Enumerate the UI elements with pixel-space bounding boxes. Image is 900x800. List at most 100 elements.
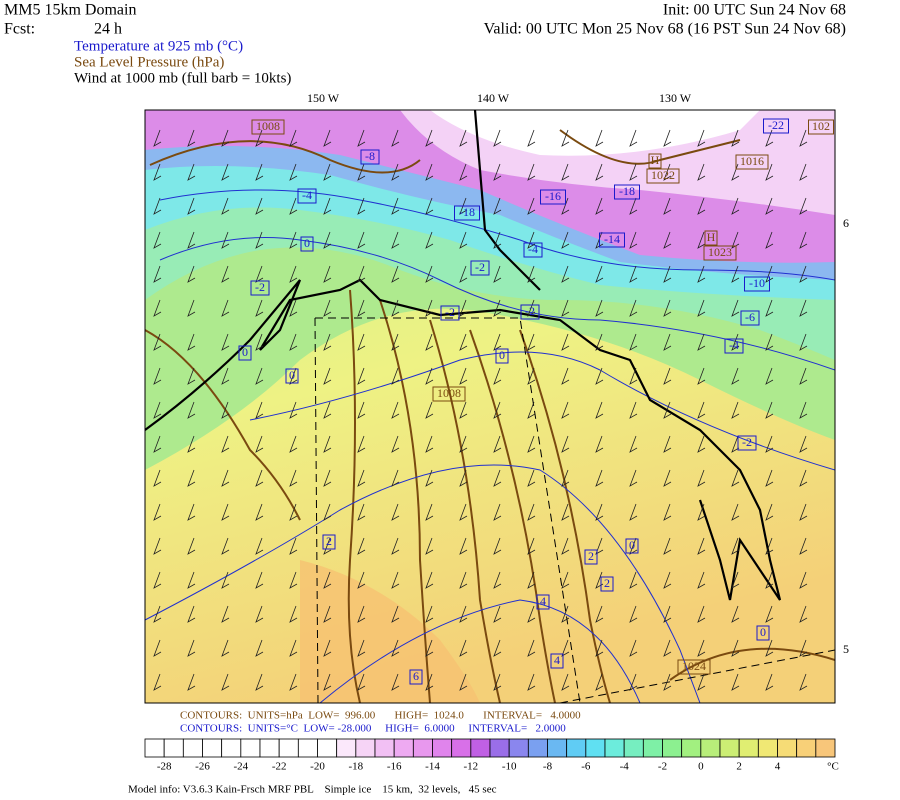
- wind-barb: [561, 367, 570, 385]
- colorbar-swatch: [815, 738, 836, 758]
- temperature-label: -4: [528, 242, 538, 256]
- wind-barb: [221, 333, 230, 351]
- colorbar-swatch: [566, 738, 587, 758]
- wind-barb: [629, 163, 638, 181]
- colorbar-label: 0: [698, 761, 704, 773]
- wind-barb: [561, 639, 570, 657]
- temperature-label-box: [744, 276, 770, 292]
- wind-barb: [289, 197, 298, 215]
- wind-barb: [629, 231, 638, 249]
- wind-barb: [493, 537, 502, 555]
- wind-barb: [221, 435, 230, 453]
- wind-barb: [663, 605, 672, 623]
- wind-barb: [765, 367, 774, 385]
- inner-domain: [314, 317, 835, 703]
- temperature-label-box: [285, 368, 299, 384]
- colorbar-swatch: [662, 738, 683, 758]
- temperature-label-box: [322, 534, 336, 550]
- wind-barb: [187, 163, 196, 181]
- wind-barb: [323, 673, 332, 691]
- wind-barb: [459, 639, 468, 657]
- wind-barb: [595, 265, 604, 283]
- wind-barb: [697, 401, 706, 419]
- colorbar-label: -22: [272, 761, 287, 773]
- wind-barb: [187, 367, 196, 385]
- field-wind: Wind at 1000 mb (full barb = 10kts): [74, 70, 291, 86]
- wind-barb: [391, 537, 400, 555]
- wind-barb: [459, 163, 468, 181]
- wind-barb: [799, 231, 808, 249]
- wind-barb: [391, 401, 400, 419]
- wind-barb: [663, 333, 672, 351]
- wind-barb: [663, 537, 672, 555]
- colorbar-swatch: [604, 738, 625, 758]
- wind-barb: [527, 469, 536, 487]
- wind-barb: [425, 265, 434, 283]
- wind-barb: [493, 163, 502, 181]
- wind-barb: [799, 639, 808, 657]
- temperature-label: -2: [475, 260, 485, 274]
- wind-barb: [697, 639, 706, 657]
- wind-barb: [153, 197, 162, 215]
- valid-time: Valid: 00 UTC Mon 25 Nov 68 (16 PST Sun …: [484, 21, 846, 38]
- pressure-label-box: [704, 230, 718, 246]
- wind-barb: [153, 265, 162, 283]
- wind-barb: [595, 401, 604, 419]
- wind-barb: [255, 299, 264, 317]
- wind-barb: [799, 367, 808, 385]
- temperature-label: 0: [499, 348, 505, 362]
- colorbar-swatch: [393, 738, 414, 758]
- wind-barb: [731, 469, 740, 487]
- wind-barb: [425, 435, 434, 453]
- wind-barb: [697, 265, 706, 283]
- wind-barb: [493, 129, 502, 147]
- wind-barb: [799, 537, 808, 555]
- wind-barb: [629, 639, 638, 657]
- wind-barb: [697, 571, 706, 589]
- colorbar-swatch: [527, 738, 548, 758]
- wind-barb: [493, 197, 502, 215]
- wind-barb: [459, 367, 468, 385]
- temperature-label: 0: [304, 236, 310, 250]
- temperature-label-box: [300, 236, 314, 252]
- wind-barb: [459, 571, 468, 589]
- wind-barb: [459, 469, 468, 487]
- wind-barb: [731, 129, 740, 147]
- wind-barb: [663, 469, 672, 487]
- wind-barb: [765, 163, 774, 181]
- wind-barb: [697, 537, 706, 555]
- wind-barb: [153, 571, 162, 589]
- temperature-label: 0: [242, 345, 248, 359]
- wind-barb: [323, 401, 332, 419]
- temperature-label: -4: [729, 338, 739, 352]
- white-field: [430, 110, 760, 156]
- temperature-label: 4: [554, 653, 560, 667]
- wind-barb: [187, 265, 196, 283]
- wind-barb: [323, 469, 332, 487]
- wind-barb: [459, 265, 468, 283]
- colorbar-swatch: [163, 738, 184, 758]
- temperature-label: -2: [255, 280, 265, 294]
- wind-barb: [425, 503, 434, 521]
- temperature-label-box: [536, 594, 550, 610]
- wind-barb: [731, 537, 740, 555]
- pressure-label: 1022: [651, 168, 675, 182]
- wind-barb: [357, 469, 366, 487]
- wind-barb: [765, 231, 774, 249]
- wind-barb: [391, 435, 400, 453]
- colorbar-swatch: [719, 738, 740, 758]
- wind-barb: [629, 605, 638, 623]
- wind-barb: [323, 537, 332, 555]
- wind-barb: [459, 503, 468, 521]
- wind-barb: [459, 299, 468, 317]
- wind-barb: [221, 129, 230, 147]
- temperature-label: -2: [742, 435, 752, 449]
- wind-barb: [697, 503, 706, 521]
- pressure-label-box: [677, 659, 711, 675]
- wind-barb: [153, 231, 162, 249]
- wind-barb: [255, 401, 264, 419]
- wind-barb: [731, 503, 740, 521]
- colorbar-swatch: [796, 738, 817, 758]
- temperature-label: 2: [588, 549, 594, 563]
- wind-barb: [323, 265, 332, 283]
